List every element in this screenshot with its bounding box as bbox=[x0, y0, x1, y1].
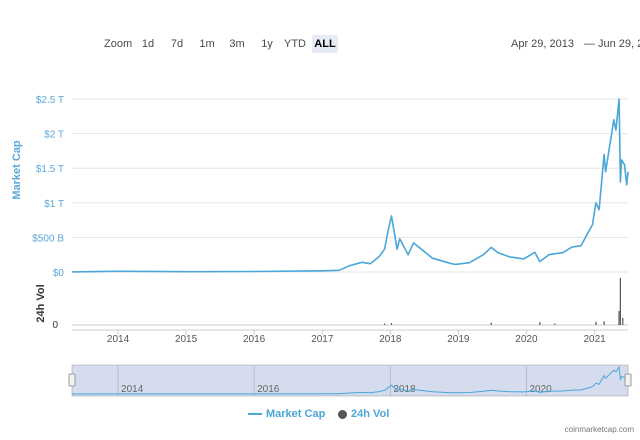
volume-axis-title: 24h Vol bbox=[35, 284, 47, 322]
zoom-1m-button[interactable]: 1m bbox=[199, 38, 215, 50]
volume-tick-label: 0 bbox=[52, 320, 58, 331]
navigator-label: 2020 bbox=[529, 384, 552, 395]
x-tick-label: 2020 bbox=[515, 334, 538, 345]
range-separator: — bbox=[584, 38, 595, 50]
y-tick-label: $500 B bbox=[32, 233, 64, 244]
legend-market-cap-label: Market Cap bbox=[266, 408, 326, 420]
y-axis-title: Market Cap bbox=[11, 140, 23, 200]
volume-bar bbox=[619, 278, 621, 325]
y-tick-label: $1 T bbox=[44, 199, 64, 210]
x-tick-label: 2015 bbox=[175, 334, 198, 345]
navigator-handle[interactable] bbox=[624, 373, 632, 387]
navigator-label: 2014 bbox=[121, 384, 144, 395]
market-cap-line[interactable] bbox=[71, 98, 629, 273]
legend-line-swatch bbox=[248, 413, 262, 416]
legend-24h-vol-label: 24h Vol bbox=[351, 408, 390, 420]
navigator-label: 2018 bbox=[393, 384, 416, 395]
range-to[interactable]: Jun 29, 2 bbox=[598, 38, 640, 50]
x-tick-label: 2018 bbox=[379, 334, 402, 345]
navigator-line bbox=[71, 365, 629, 395]
legend-market-cap[interactable]: Market Cap bbox=[248, 408, 325, 420]
volume-bar bbox=[622, 317, 624, 325]
zoom-all-button[interactable]: ALL bbox=[312, 35, 338, 53]
legend-dot-swatch bbox=[338, 409, 347, 419]
volume-bar bbox=[618, 310, 620, 325]
volume-bar bbox=[383, 323, 386, 325]
chart-toolbar: Zoom 1d 7d 1m 3m 1y YTD ALL Apr 29, 2013… bbox=[0, 0, 640, 60]
zoom-7d-button[interactable]: 7d bbox=[170, 38, 184, 50]
zoom-label: Zoom bbox=[104, 38, 133, 50]
volume-bar bbox=[554, 323, 556, 325]
x-tick-label: 2014 bbox=[107, 334, 130, 345]
zoom-ytd-button[interactable]: YTD bbox=[284, 38, 306, 50]
legend-24h-vol[interactable]: 24h Vol bbox=[338, 408, 389, 420]
volume-bar bbox=[390, 323, 393, 325]
y-tick-label: $2.5 T bbox=[36, 95, 64, 106]
volume-bar bbox=[603, 321, 605, 325]
range-from[interactable]: Apr 29, 2013 bbox=[511, 38, 574, 50]
zoom-1y-button[interactable]: 1y bbox=[261, 38, 273, 50]
volume-bar bbox=[595, 321, 597, 325]
x-tick-label: 2016 bbox=[243, 334, 266, 345]
volume-bar bbox=[490, 322, 492, 325]
navigator-handle[interactable] bbox=[68, 373, 76, 387]
x-tick-label: 2019 bbox=[447, 334, 470, 345]
y-tick-label: $2 T bbox=[44, 130, 64, 141]
x-tick-label: 2021 bbox=[584, 334, 607, 345]
zoom-1d-button[interactable]: 1d bbox=[141, 38, 155, 50]
x-tick-label: 2017 bbox=[311, 334, 334, 345]
watermark: coinmarketcap.com bbox=[564, 425, 634, 434]
volume-bar bbox=[539, 322, 541, 325]
navigator-label: 2016 bbox=[257, 384, 280, 395]
y-tick-label: $1.5 T bbox=[36, 164, 64, 175]
y-tick-label: $0 bbox=[53, 268, 65, 279]
zoom-3m-button[interactable]: 3m bbox=[229, 38, 245, 50]
